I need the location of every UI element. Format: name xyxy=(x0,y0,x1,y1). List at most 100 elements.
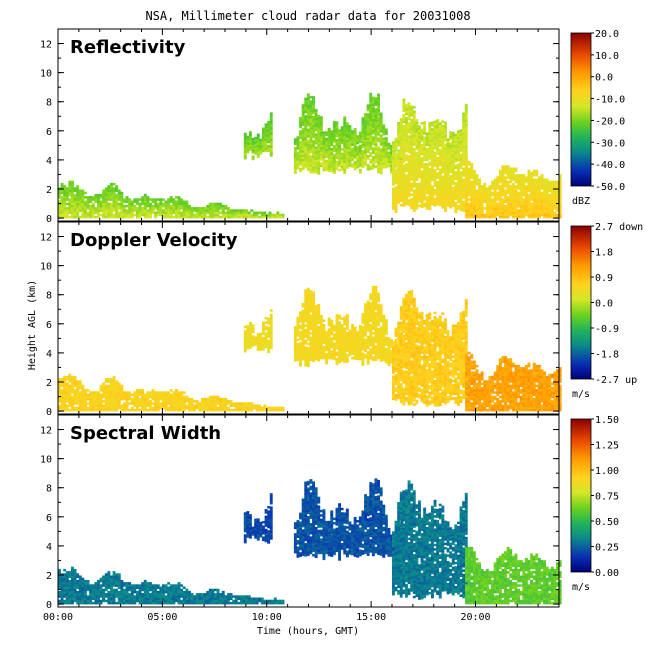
echo-cell xyxy=(543,211,546,214)
echo-cell xyxy=(394,203,398,207)
echo-cell xyxy=(246,146,250,150)
echo-cell xyxy=(332,171,336,174)
echo-cell xyxy=(509,209,513,212)
echo-cell xyxy=(465,171,468,175)
echo-cell xyxy=(195,215,199,219)
echo-cell xyxy=(312,291,315,294)
echo-cell xyxy=(73,202,77,206)
echo-cell xyxy=(76,189,80,192)
echo-cell xyxy=(128,209,132,212)
echo-cell xyxy=(418,195,421,199)
echo-cell xyxy=(128,393,132,396)
echo-cell xyxy=(407,126,411,130)
echo-cell xyxy=(338,157,341,161)
echo-cell xyxy=(182,207,186,210)
echo-cell xyxy=(449,197,453,200)
echo-cell xyxy=(81,397,85,401)
echo-cell xyxy=(540,176,544,179)
echo-cell xyxy=(293,356,297,360)
echo-cell xyxy=(151,207,155,210)
echo-cell xyxy=(117,384,121,388)
echo-cell xyxy=(361,345,365,349)
echo-cell xyxy=(102,198,106,201)
echo-cell xyxy=(312,359,315,363)
echo-cell xyxy=(436,189,440,193)
echo-cell xyxy=(71,397,74,401)
echo-cell xyxy=(361,159,365,162)
echo-cell xyxy=(420,130,424,134)
echo-cell xyxy=(182,402,186,405)
echo-cell xyxy=(203,402,207,405)
echo-cell xyxy=(415,158,419,162)
echo-cell xyxy=(325,164,328,167)
echo-cell xyxy=(332,138,336,141)
echo-cell xyxy=(444,174,447,177)
echo-cell xyxy=(319,140,323,143)
echo-cell xyxy=(221,406,225,410)
echo-cell xyxy=(387,160,391,163)
echo-cell xyxy=(428,205,432,208)
echo-cell xyxy=(431,194,434,197)
echo-cell xyxy=(247,215,251,219)
echo-cell xyxy=(266,215,269,219)
echo-cell xyxy=(457,167,460,171)
echo-cell xyxy=(175,408,178,412)
echo-cell xyxy=(338,140,341,143)
echo-cell xyxy=(201,211,204,214)
echo-cell xyxy=(478,178,481,181)
echo-cell xyxy=(483,200,487,203)
echo-cell xyxy=(514,169,518,173)
echo-cell xyxy=(180,391,184,394)
echo-cell xyxy=(472,211,476,214)
echo-cell xyxy=(412,106,416,109)
echo-cell xyxy=(309,102,313,106)
echo-cell xyxy=(397,201,401,204)
echo-cell xyxy=(348,347,352,350)
echo-cell xyxy=(556,185,559,188)
echo-cell xyxy=(369,167,373,171)
echo-cell xyxy=(268,408,272,412)
echo-cell xyxy=(530,178,533,181)
echo-cell xyxy=(180,213,184,217)
echo-cell xyxy=(123,402,126,405)
echo-cell xyxy=(65,408,69,412)
echo-cell xyxy=(138,209,142,212)
echo-cell xyxy=(348,158,352,161)
echo-cell xyxy=(314,324,318,328)
echo-cell xyxy=(164,404,168,407)
echo-cell xyxy=(475,209,479,212)
echo-cell xyxy=(89,198,93,201)
echo-cell xyxy=(312,353,315,356)
y-tick-label: 8 xyxy=(46,98,52,109)
echo-cell xyxy=(340,357,344,360)
echo-cell xyxy=(246,135,250,139)
echo-cell xyxy=(309,135,313,139)
echo-cell xyxy=(301,353,305,356)
echo-cell xyxy=(327,334,331,338)
echo-cell xyxy=(146,391,150,394)
echo-cell xyxy=(444,183,447,186)
echo-cell xyxy=(301,141,305,144)
echo-cell xyxy=(483,189,487,192)
echo-cell xyxy=(340,324,344,327)
echo-cell xyxy=(325,133,328,136)
echo-cell xyxy=(407,102,411,105)
echo-cell xyxy=(470,176,474,179)
echo-cell xyxy=(356,333,360,336)
echo-cell xyxy=(407,128,411,132)
echo-cell xyxy=(309,146,313,150)
echo-cell xyxy=(309,354,313,357)
echo-cell xyxy=(84,389,87,392)
echo-cell xyxy=(558,191,562,195)
echo-cell xyxy=(462,150,466,153)
echo-cell xyxy=(449,177,453,180)
echo-cell xyxy=(459,142,463,145)
echo-cell xyxy=(81,400,85,403)
echo-cell xyxy=(553,204,557,208)
echo-cell xyxy=(390,166,393,170)
echo-field xyxy=(58,92,562,219)
echo-cell xyxy=(371,136,375,139)
echo-cell xyxy=(206,207,210,210)
